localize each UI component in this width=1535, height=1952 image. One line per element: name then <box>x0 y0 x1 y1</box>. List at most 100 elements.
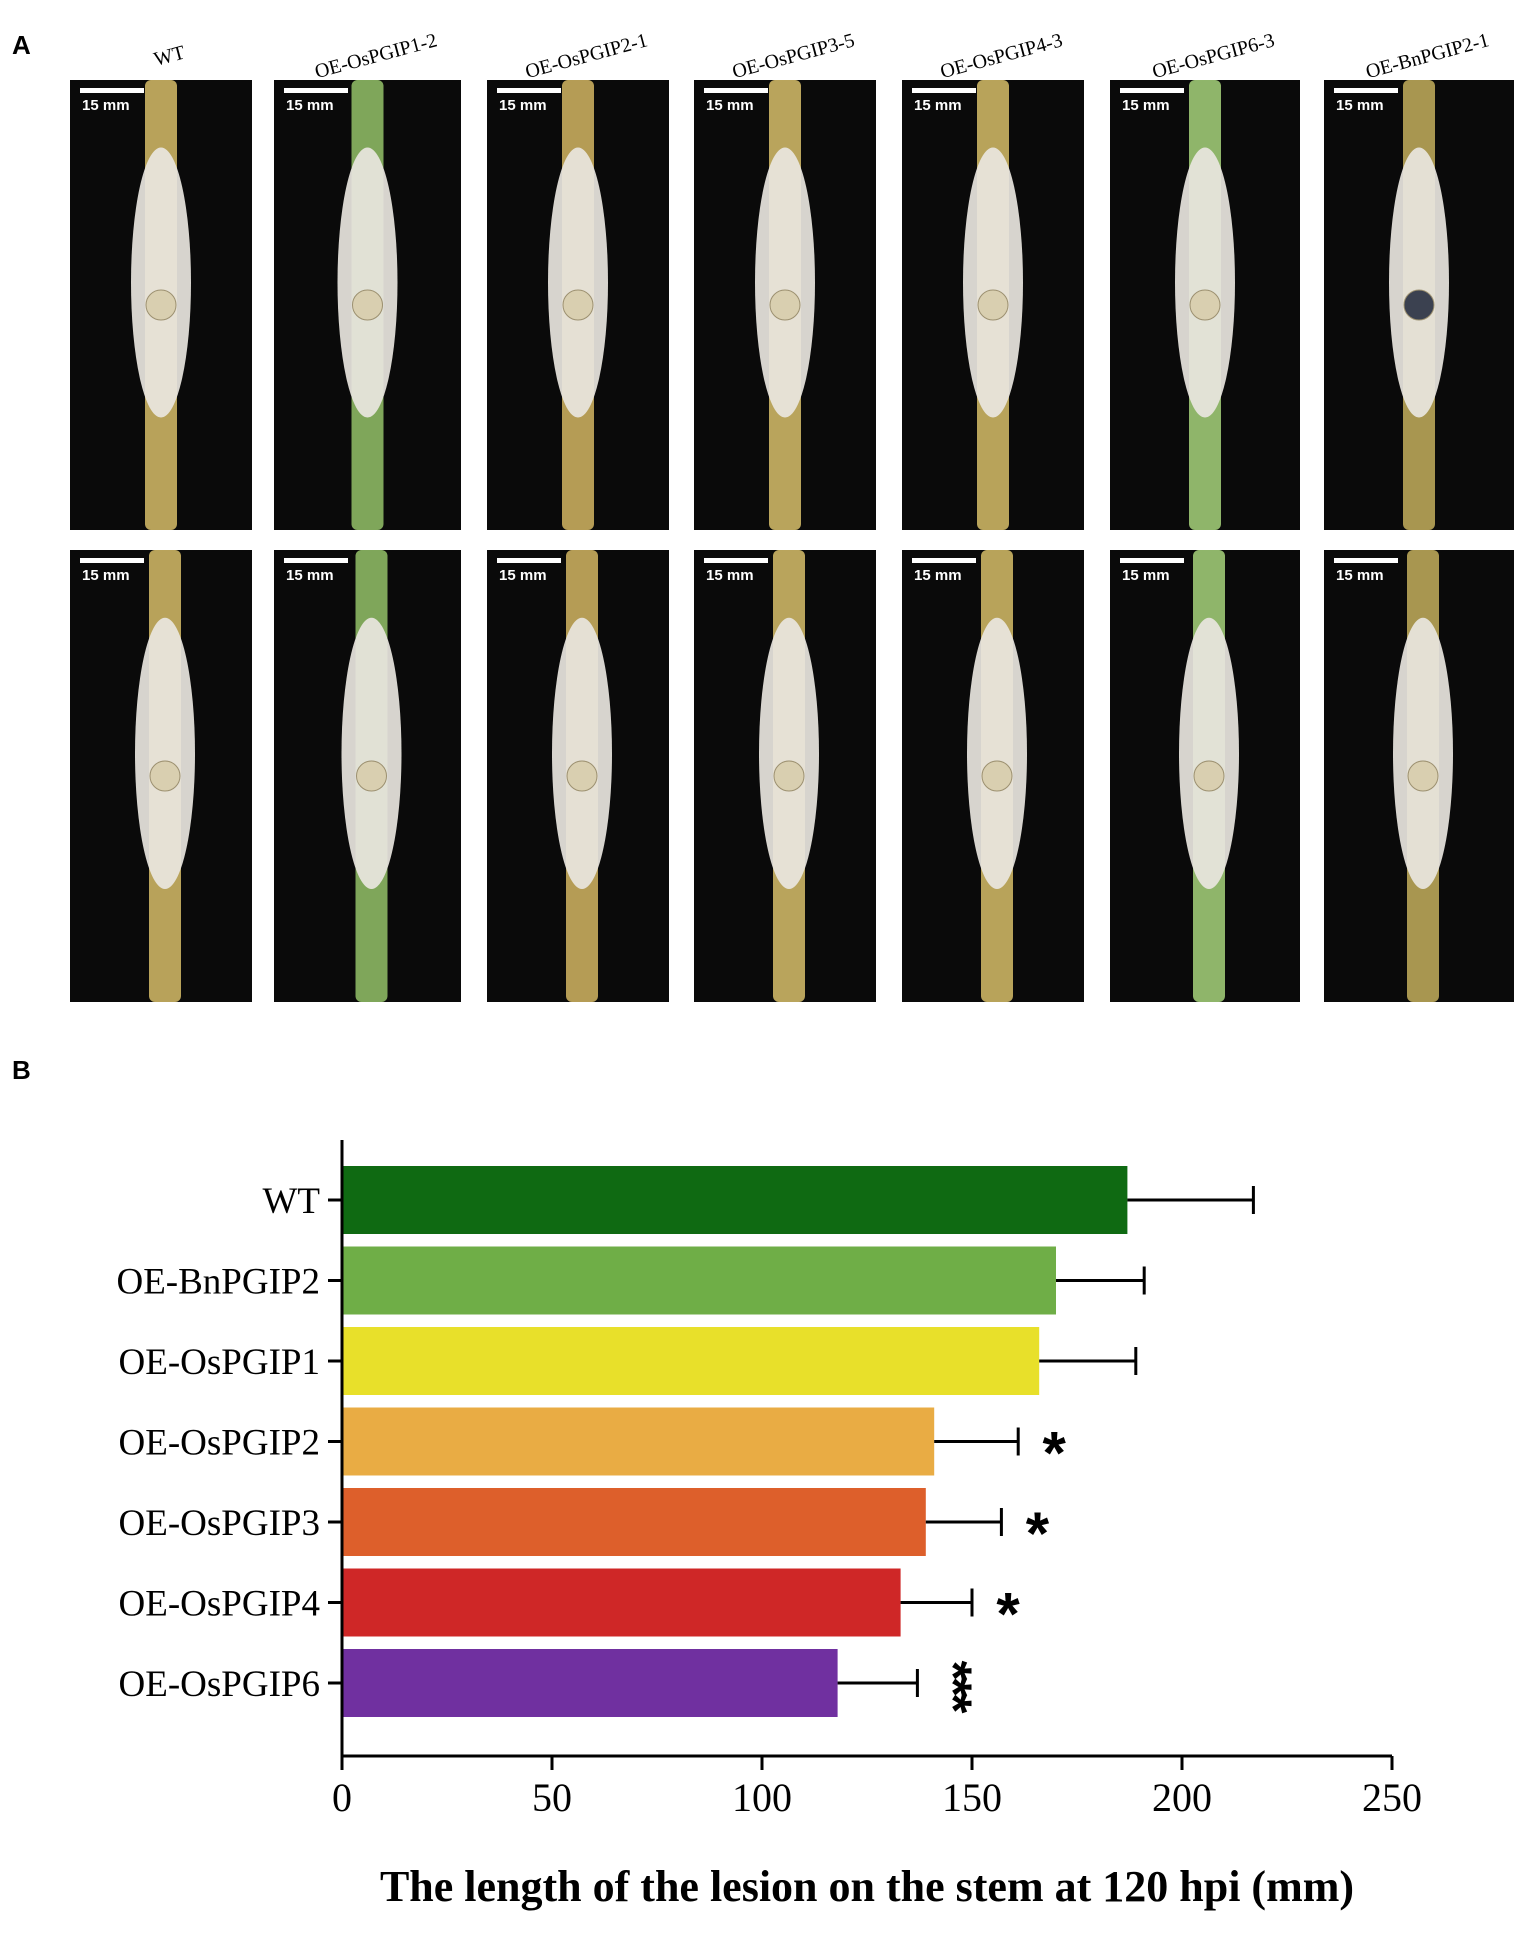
scale-bar <box>497 558 561 563</box>
y-tick-label: OE-OsPGIP3 <box>119 1503 320 1544</box>
stem-photo: 15 mm <box>694 80 876 530</box>
agar-plug <box>562 289 594 321</box>
scale-bar <box>912 88 976 93</box>
x-tick-label: 100 <box>732 1775 792 1820</box>
bar <box>343 1649 838 1717</box>
lesion-mycelium <box>755 147 815 418</box>
column-label: OE-OsPGIP6-3 <box>1150 29 1277 83</box>
significance-marker: * <box>1043 1420 1067 1487</box>
scale-bar-label: 15 mm <box>1336 97 1384 114</box>
scale-bar-label: 15 mm <box>1336 567 1384 584</box>
agar-plug <box>1189 289 1221 321</box>
agar-plug <box>149 760 181 792</box>
significance-marker: *** <box>923 1661 981 1714</box>
stem-photo: 15 mm <box>902 80 1084 530</box>
lesion-mycelium <box>1175 147 1235 418</box>
lesion-mycelium <box>1389 147 1449 418</box>
stem-photo: 15 mm <box>274 80 461 530</box>
agar-plug <box>352 289 383 321</box>
bar <box>343 1246 1056 1315</box>
stem-photo: 15 mm <box>487 80 669 530</box>
lesion-mycelium <box>341 617 402 890</box>
stem-photo: 15 mm <box>1110 80 1300 530</box>
column-label: OE-OsPGIP2-1 <box>523 29 650 83</box>
panel-a-letter: A <box>12 30 31 60</box>
lesion-mycelium <box>135 617 195 890</box>
scale-bar-label: 15 mm <box>1122 567 1170 584</box>
scale-bar <box>1120 88 1184 93</box>
stem-photo-grid: WT 15 mm 15 mm OE-OsPGIP1-2 15 mm 15 mm OE-OsP… <box>70 29 1514 1002</box>
scale-bar-label: 15 mm <box>914 97 962 114</box>
y-tick-label: OE-OsPGIP6 <box>119 1664 320 1705</box>
bar <box>343 1568 901 1637</box>
stem-photo: 15 mm <box>1110 550 1300 1002</box>
stem-photo: 15 mm <box>487 550 669 1002</box>
scale-bar <box>497 88 561 93</box>
agar-plug <box>145 289 177 321</box>
scale-bar <box>80 558 144 563</box>
stem-photo: 15 mm <box>902 550 1084 1002</box>
scale-bar <box>284 558 348 563</box>
scale-bar-label: 15 mm <box>1122 97 1170 114</box>
agar-plug <box>1403 289 1435 321</box>
stem-photo: 15 mm <box>1324 550 1514 1002</box>
bar <box>343 1488 926 1556</box>
agar-plug <box>566 760 598 792</box>
agar-plug <box>773 760 805 792</box>
lesion-mycelium <box>131 147 191 418</box>
scale-bar <box>284 88 348 93</box>
scale-bar <box>912 558 976 563</box>
bar <box>343 1407 935 1476</box>
x-tick-label: 50 <box>532 1775 572 1820</box>
column-label: OE-BnPGIP2-1 <box>1363 29 1491 83</box>
stem-photo: 15 mm <box>274 550 461 1002</box>
significance-marker: * <box>996 1581 1020 1648</box>
stem-photo: 15 mm <box>70 80 252 530</box>
significance-marker: * <box>1026 1500 1050 1567</box>
y-tick-label: WT <box>262 1181 320 1222</box>
scale-bar-label: 15 mm <box>706 97 754 114</box>
lesion-mycelium <box>548 147 608 418</box>
panel-b-letter: B <box>12 1055 31 1085</box>
scale-bar-label: 15 mm <box>286 567 334 584</box>
scale-bar-label: 15 mm <box>499 567 547 584</box>
lesion-mycelium <box>552 617 612 890</box>
agar-plug <box>977 289 1009 321</box>
bar <box>343 1327 1040 1395</box>
x-tick-label: 150 <box>942 1775 1002 1820</box>
scale-bar-label: 15 mm <box>82 97 130 114</box>
lesion-mycelium <box>967 617 1027 890</box>
scale-bar-label: 15 mm <box>914 567 962 584</box>
agar-plug <box>769 289 801 321</box>
bar <box>343 1166 1128 1234</box>
y-tick-label: OE-BnPGIP2 <box>116 1262 320 1303</box>
agar-plug <box>1407 760 1439 792</box>
agar-plug <box>981 760 1013 792</box>
x-tick-label: 250 <box>1362 1775 1422 1820</box>
column-label: OE-OsPGIP1-2 <box>312 29 439 83</box>
y-tick-label: OE-OsPGIP4 <box>119 1584 320 1625</box>
scale-bar-label: 15 mm <box>82 567 130 584</box>
scale-bar <box>80 88 144 93</box>
lesion-mycelium <box>963 147 1023 418</box>
x-axis-label: The length of the lesion on the stem at … <box>380 1862 1354 1911</box>
scale-bar <box>1120 558 1184 563</box>
lesion-mycelium <box>1393 617 1453 890</box>
stem-photo: 15 mm <box>70 550 252 1002</box>
lesion-length-chart: WT OE-BnPGIP2 OE-OsPGIP1 OE-OsPGIP2 * OE-OsPG… <box>116 1140 1422 1911</box>
scale-bar <box>704 88 768 93</box>
scale-bar-label: 15 mm <box>499 97 547 114</box>
lesion-mycelium <box>759 617 819 890</box>
stem-photo: 15 mm <box>694 550 876 1002</box>
column-label: WT <box>152 42 188 71</box>
scale-bar <box>704 558 768 563</box>
scale-bar <box>1334 88 1398 93</box>
x-tick-label: 0 <box>332 1775 352 1820</box>
y-tick-label: OE-OsPGIP1 <box>119 1342 320 1383</box>
lesion-mycelium <box>337 147 398 418</box>
x-tick-label: 200 <box>1152 1775 1212 1820</box>
stem-photo: 15 mm <box>1324 80 1514 530</box>
scale-bar-label: 15 mm <box>286 97 334 114</box>
scale-bar-label: 15 mm <box>706 567 754 584</box>
agar-plug <box>356 760 387 792</box>
